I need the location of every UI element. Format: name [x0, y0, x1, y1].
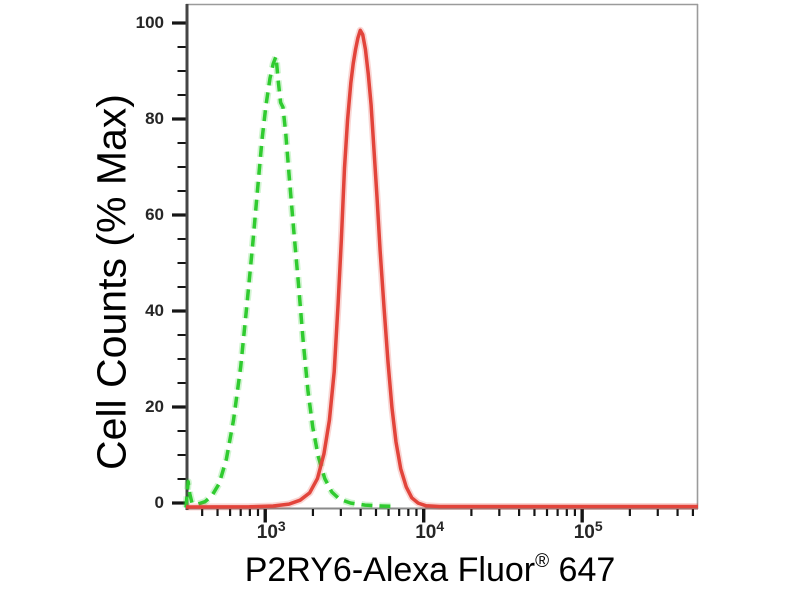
- series-green-dashed-curve: [184, 54, 397, 509]
- x-axis-title-text: P2RY6-Alexa Fluor: [244, 551, 536, 589]
- registered-trademark-icon: ®: [535, 551, 550, 572]
- x-axis-title: P2RY6-Alexa Fluor® 647: [120, 551, 740, 590]
- series-green-dashed-glow: [182, 53, 397, 510]
- y-tick-label: 20: [145, 397, 164, 416]
- series-red-solid-glow: [185, 26, 698, 511]
- series-red-solid-curve: [185, 28, 698, 509]
- y-tick-label: 100: [135, 13, 164, 32]
- y-tick-label: 60: [145, 205, 164, 224]
- y-tick-label: 40: [145, 301, 164, 320]
- y-tick-label: 0: [154, 493, 164, 512]
- x-tick-label: 104: [415, 518, 445, 543]
- x-axis-title-suffix: 647: [549, 551, 616, 589]
- y-tick-label: 80: [145, 109, 164, 128]
- x-tick-label: 105: [573, 518, 603, 543]
- x-tick-label: 103: [256, 518, 286, 543]
